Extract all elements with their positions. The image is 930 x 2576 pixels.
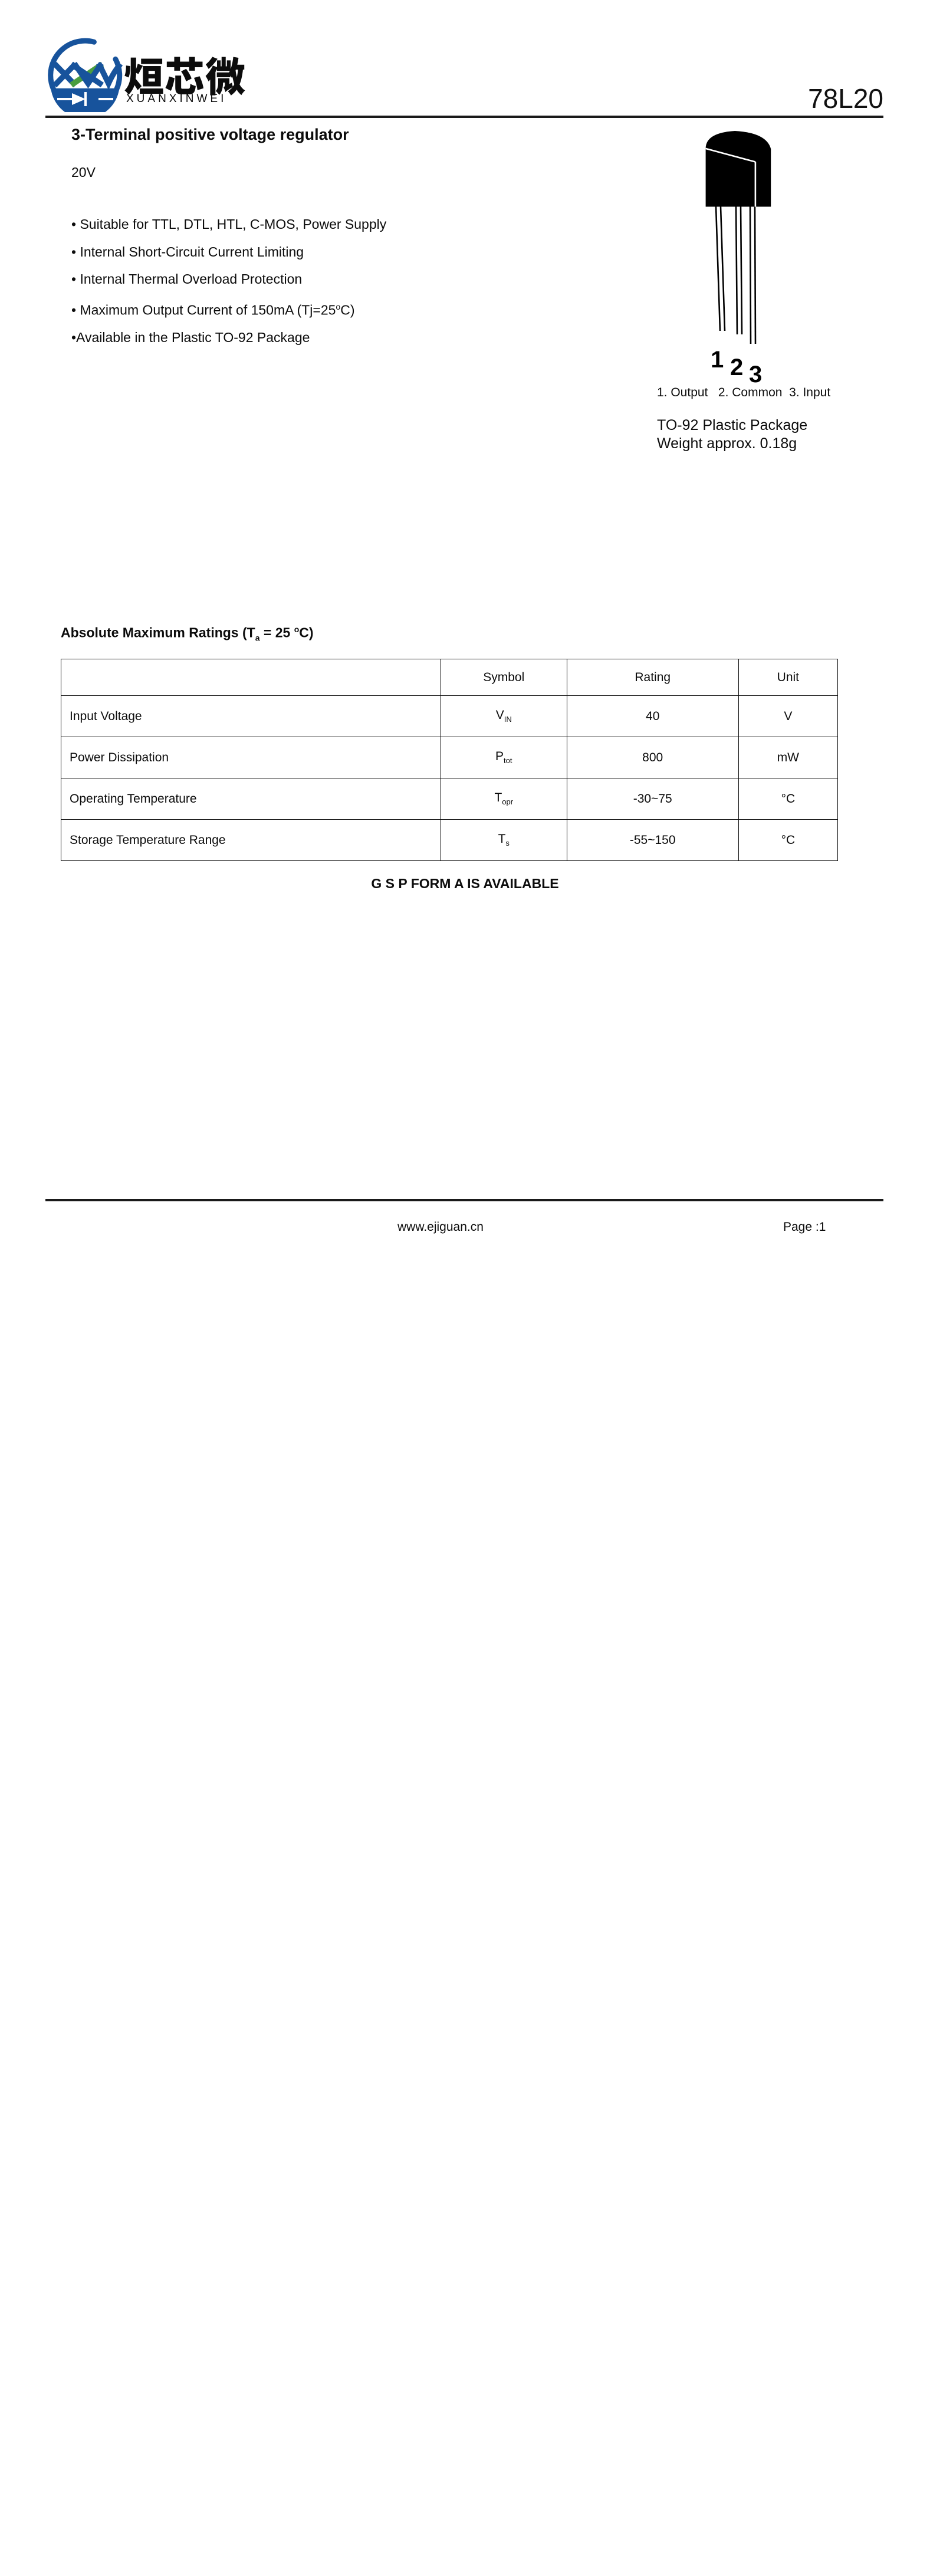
svg-text:3: 3 (749, 362, 762, 387)
svg-text:1: 1 (711, 347, 724, 373)
svg-text:2: 2 (730, 354, 743, 380)
